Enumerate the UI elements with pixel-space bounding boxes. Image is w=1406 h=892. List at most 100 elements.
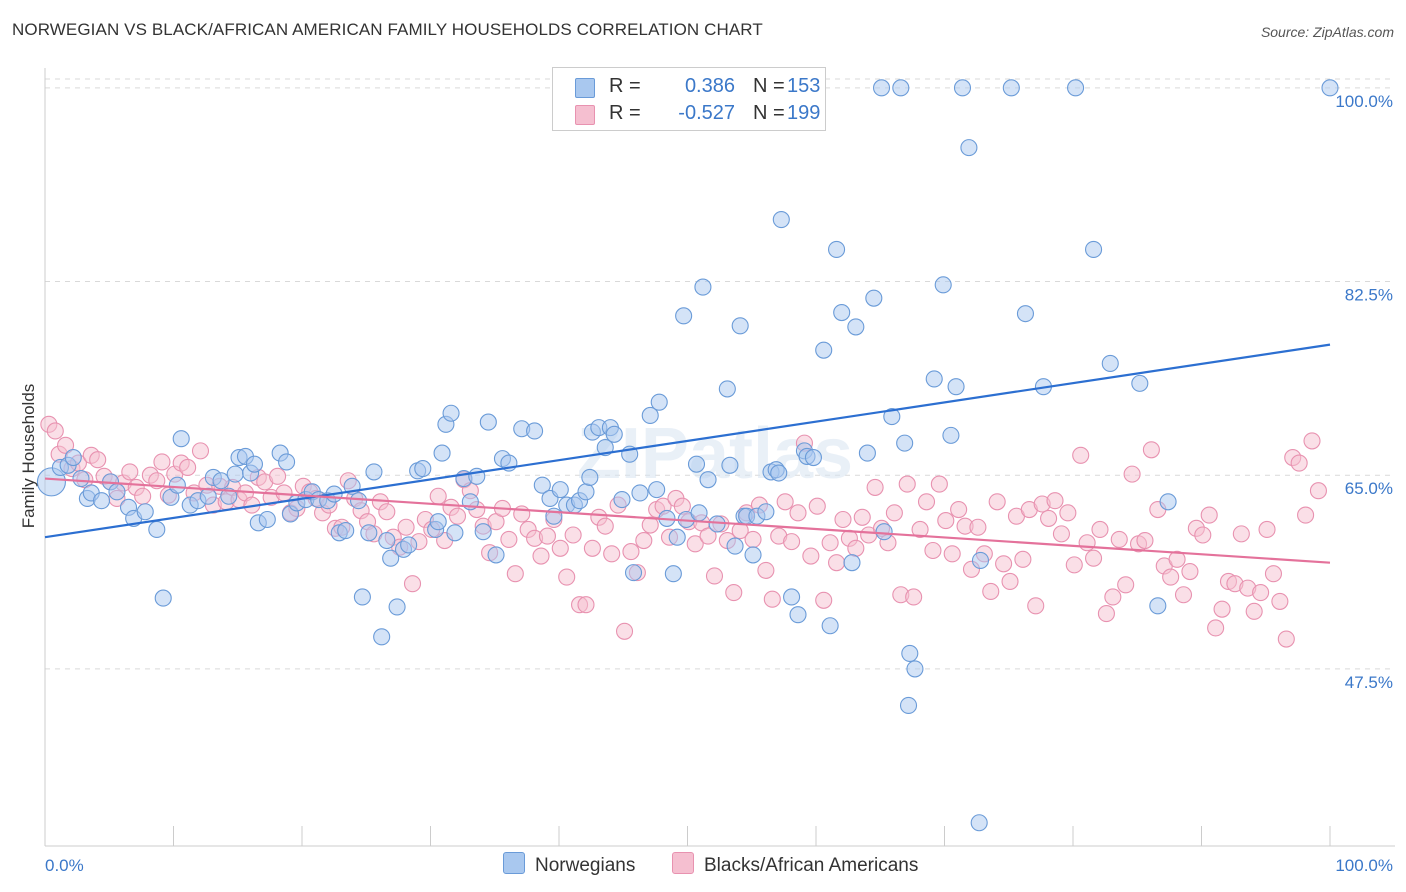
norwegian-point bbox=[172, 430, 190, 448]
blacks-point bbox=[847, 539, 865, 557]
norwegian-point bbox=[872, 79, 891, 97]
legend-r-label: R = bbox=[609, 75, 641, 97]
norwegian-point bbox=[360, 524, 378, 542]
blacks-point bbox=[596, 517, 614, 535]
norwegian-point bbox=[72, 469, 90, 488]
norwegian-point bbox=[699, 471, 717, 489]
norwegian-point bbox=[847, 318, 865, 336]
norwegian-point bbox=[942, 426, 960, 444]
blacks-point bbox=[448, 507, 467, 525]
blacks-point bbox=[885, 504, 903, 522]
blacks-point bbox=[1200, 506, 1218, 524]
blacks-point bbox=[776, 493, 794, 511]
blacks-point bbox=[564, 526, 582, 544]
norwegian-point bbox=[971, 551, 990, 570]
blacks-point bbox=[969, 518, 987, 536]
blacks-point bbox=[1232, 525, 1250, 543]
blacks-point bbox=[1078, 534, 1096, 552]
norwegian-point bbox=[744, 546, 762, 564]
blacks-point bbox=[898, 475, 916, 493]
norwegian-point bbox=[828, 240, 846, 258]
trend-layer bbox=[44, 343, 1331, 564]
blacks-point bbox=[500, 530, 518, 548]
norwegian-point bbox=[690, 504, 708, 522]
blacks-point bbox=[1258, 520, 1276, 539]
blacks-point bbox=[834, 510, 852, 529]
chart-title: NORWEGIAN VS BLACK/AFRICAN AMERICAN FAMI… bbox=[12, 20, 763, 39]
norwegian-point bbox=[875, 523, 893, 541]
blacks-point bbox=[269, 467, 287, 485]
norwegian-point bbox=[349, 492, 368, 510]
norwegian-point bbox=[953, 79, 972, 97]
norwegian-point bbox=[970, 814, 988, 832]
blacks-point bbox=[905, 588, 923, 606]
blacks-point bbox=[686, 535, 704, 553]
blacks-point bbox=[153, 453, 171, 471]
norwegian-point bbox=[108, 483, 126, 501]
blacks-point bbox=[1072, 446, 1090, 464]
legend-r-label: R = bbox=[609, 102, 641, 124]
norwegian-point bbox=[687, 455, 706, 473]
bottom-legend-swatch-pink bbox=[672, 852, 694, 874]
norwegian-point bbox=[1085, 240, 1103, 258]
blacks-point bbox=[815, 591, 833, 609]
norwegian-point bbox=[479, 413, 497, 431]
blacks-point bbox=[1162, 568, 1180, 586]
norwegian-point bbox=[577, 483, 595, 501]
norwegian-point bbox=[901, 644, 919, 662]
norwegian-point bbox=[1101, 354, 1119, 372]
blacks-point bbox=[1136, 531, 1154, 550]
norwegian-point bbox=[960, 139, 978, 157]
norwegian-point bbox=[865, 289, 883, 307]
norwegian-point bbox=[675, 307, 693, 325]
blacks-point bbox=[1104, 588, 1122, 606]
blacks-point bbox=[1091, 520, 1109, 539]
blacks-point bbox=[917, 493, 936, 511]
norwegian-point bbox=[641, 406, 659, 425]
bottom-legend-blacks: Blacks/African Americans bbox=[672, 852, 918, 876]
norwegian-point bbox=[365, 463, 383, 481]
blacks-point bbox=[705, 567, 724, 585]
blacks-point bbox=[1252, 583, 1270, 602]
blacks-point bbox=[757, 561, 775, 579]
norwegian-point bbox=[624, 564, 643, 582]
blacks-point bbox=[558, 568, 576, 586]
legend-r-value: 0.386 bbox=[684, 75, 735, 97]
blacks-point bbox=[1085, 549, 1103, 567]
blacks-point bbox=[1181, 562, 1199, 581]
blacks-point bbox=[1303, 432, 1321, 450]
norwegian-point bbox=[858, 444, 876, 462]
norwegian-point bbox=[772, 211, 790, 229]
norwegian-point bbox=[664, 565, 682, 583]
norwegian-point bbox=[1067, 79, 1085, 97]
blacks-point bbox=[943, 545, 961, 563]
norwegian-point bbox=[154, 589, 172, 607]
norwegian-point bbox=[925, 370, 943, 388]
blacks-point bbox=[982, 582, 1000, 600]
blacks-point bbox=[532, 547, 550, 565]
norwegian-point bbox=[1321, 79, 1339, 97]
blacks-point bbox=[1110, 530, 1128, 548]
blacks-point bbox=[1097, 605, 1115, 623]
blacks-point bbox=[397, 518, 415, 536]
blacks-point bbox=[1040, 509, 1058, 527]
blacks-point bbox=[1046, 492, 1064, 510]
blacks-point bbox=[995, 555, 1013, 573]
norwegian-point bbox=[906, 660, 924, 678]
blacks-point bbox=[1277, 630, 1295, 648]
bottom-legend-label: Norwegians bbox=[535, 855, 636, 876]
blacks-point bbox=[1065, 556, 1083, 574]
norwegian-point bbox=[1002, 79, 1020, 97]
blacks-point bbox=[1142, 441, 1160, 459]
legend-swatch-pink bbox=[575, 105, 595, 125]
norwegian-point bbox=[474, 523, 492, 541]
blacks-point bbox=[1194, 526, 1212, 544]
blacks-point bbox=[1117, 576, 1135, 594]
blacks-point bbox=[699, 527, 717, 545]
blacks-point bbox=[783, 533, 801, 551]
blacks-point bbox=[551, 539, 569, 557]
norwegian-point bbox=[947, 378, 965, 396]
blacks-point bbox=[89, 451, 107, 469]
blacks-point bbox=[828, 554, 846, 572]
blacks-point bbox=[950, 500, 968, 519]
